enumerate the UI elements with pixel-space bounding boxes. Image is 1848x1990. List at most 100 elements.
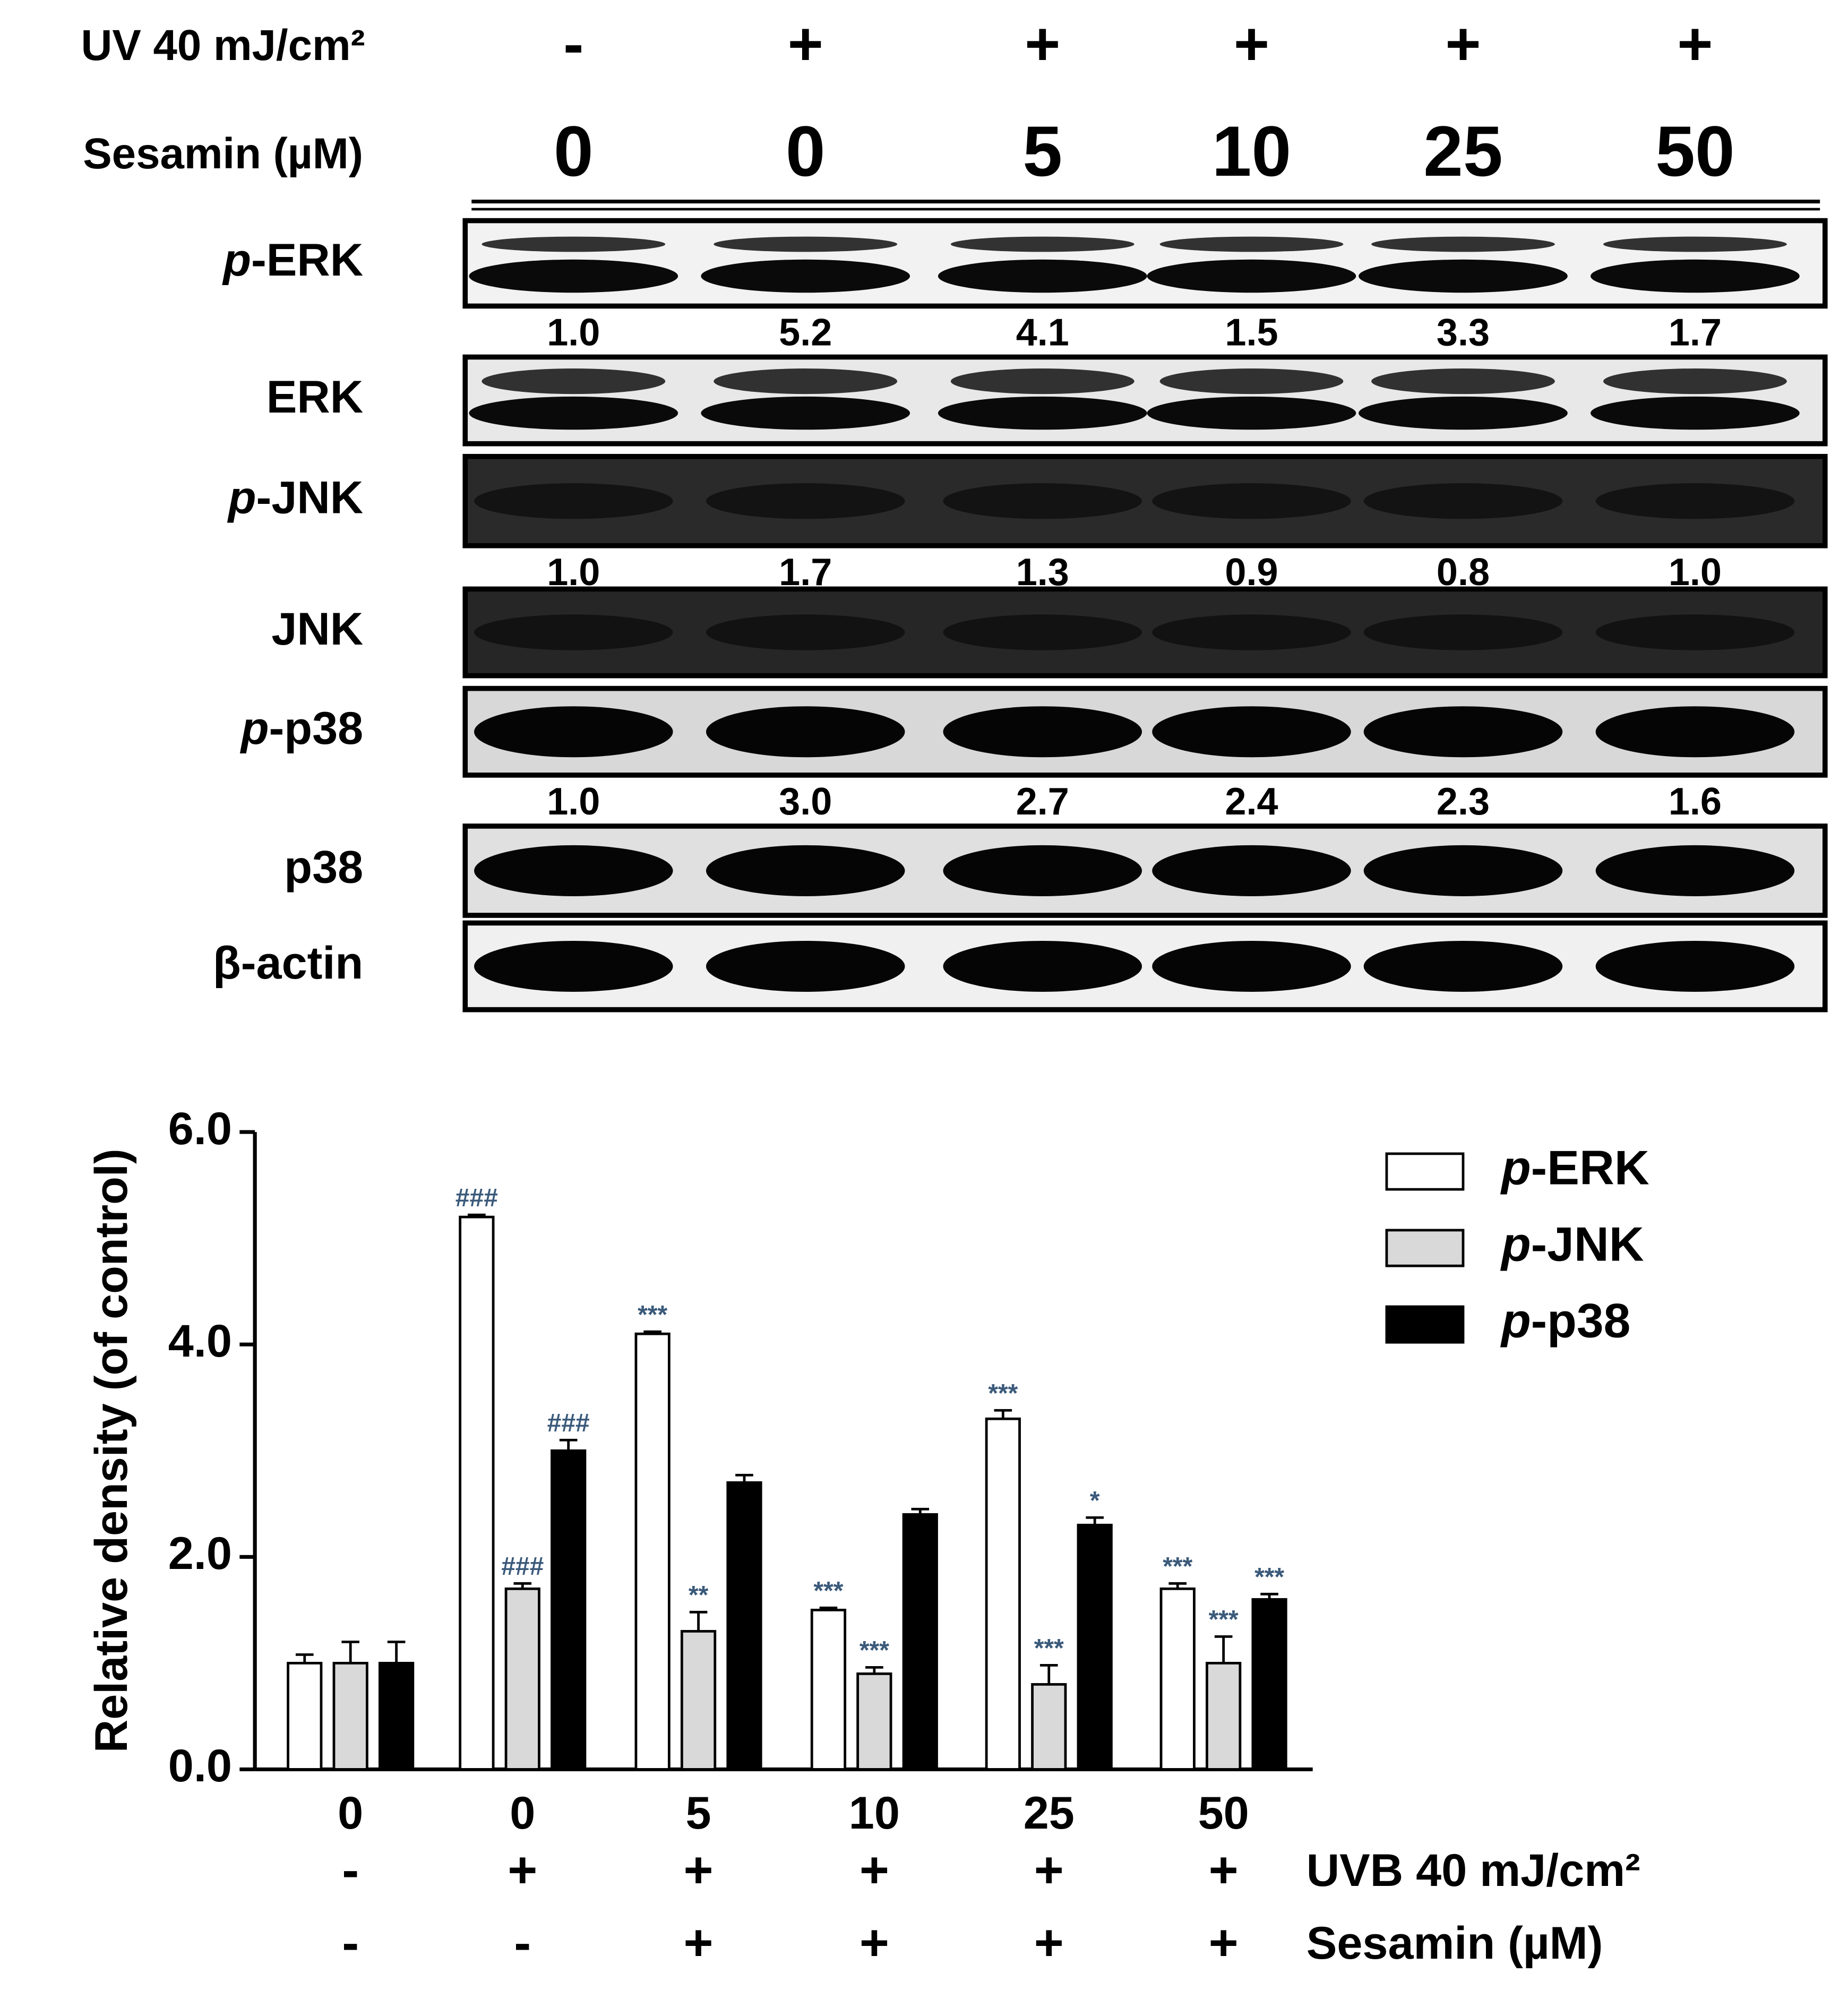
blot-label: p-ERK xyxy=(222,235,363,286)
significance-label: *** xyxy=(1034,1634,1064,1662)
x-row-value: + xyxy=(1209,1914,1239,1971)
density-value: 1.0 xyxy=(547,780,600,823)
significance-label: *** xyxy=(1209,1606,1239,1634)
band xyxy=(1371,368,1555,394)
band xyxy=(1363,706,1563,758)
band xyxy=(1152,614,1351,650)
band xyxy=(1152,845,1351,896)
significance-label: *** xyxy=(859,1636,889,1665)
band xyxy=(943,845,1142,896)
legend-swatch xyxy=(1385,1152,1465,1191)
bar xyxy=(1077,1523,1113,1771)
significance-label: ** xyxy=(689,1581,709,1609)
condition-value: + xyxy=(1445,10,1481,78)
legend-label: p-p38 xyxy=(1500,1294,1630,1348)
x-tick-label: 0 xyxy=(510,1788,535,1839)
band xyxy=(1152,940,1351,992)
bar xyxy=(1206,1661,1242,1771)
x-tick-label: 50 xyxy=(1198,1788,1249,1839)
significance-label: *** xyxy=(988,1379,1018,1408)
condition-value: + xyxy=(1025,10,1060,78)
bar xyxy=(810,1608,847,1771)
bar xyxy=(1159,1587,1196,1771)
band xyxy=(950,368,1134,394)
blot-label: p38 xyxy=(284,842,363,893)
y-tick-label: 2.0 xyxy=(168,1528,232,1579)
band xyxy=(1363,845,1563,896)
legend-swatch xyxy=(1385,1229,1465,1267)
legend-swatch xyxy=(1385,1305,1465,1344)
y-tick-label: 0.0 xyxy=(168,1740,232,1791)
band xyxy=(1603,368,1787,394)
band xyxy=(474,706,673,758)
density-value: 1.0 xyxy=(547,312,600,354)
band xyxy=(1159,368,1344,394)
condition-value: 0 xyxy=(554,111,594,191)
bar xyxy=(902,1513,938,1771)
condition-value: 0 xyxy=(786,111,826,191)
x-row-label: UVB 40 mJ/cm² xyxy=(1307,1845,1640,1896)
condition-label: UV 40 mJ/cm² xyxy=(81,21,365,70)
blot-label: β-actin xyxy=(213,938,363,989)
significance-label: *** xyxy=(638,1301,667,1329)
x-row-value: + xyxy=(508,1842,537,1899)
band xyxy=(706,483,905,519)
density-value: 1.6 xyxy=(1669,780,1722,823)
significance-label: *** xyxy=(1254,1563,1284,1591)
band xyxy=(1595,483,1795,519)
band xyxy=(1595,614,1795,650)
band xyxy=(706,614,905,650)
band xyxy=(1595,706,1795,758)
bar xyxy=(287,1661,323,1771)
density-value: 5.2 xyxy=(779,312,832,354)
band xyxy=(706,845,905,896)
condition-value: + xyxy=(788,10,823,78)
band xyxy=(482,236,666,252)
band xyxy=(706,706,905,758)
band xyxy=(1591,396,1800,430)
significance-label: *** xyxy=(1163,1552,1192,1581)
significance-label: ### xyxy=(547,1409,590,1437)
band xyxy=(1591,259,1800,293)
blot-box xyxy=(462,218,1828,309)
blot-label: JNK xyxy=(271,604,363,655)
band xyxy=(1363,614,1563,650)
density-value: 4.1 xyxy=(1016,312,1069,354)
bar xyxy=(1251,1598,1287,1771)
significance-label: ### xyxy=(501,1552,544,1581)
blot-label: p-JNK xyxy=(227,473,363,524)
band xyxy=(474,614,673,650)
density-value: 2.3 xyxy=(1437,780,1490,823)
bar xyxy=(551,1449,587,1771)
condition-value: 50 xyxy=(1655,111,1735,191)
band xyxy=(701,259,910,293)
x-row-value: + xyxy=(1034,1914,1064,1971)
bar xyxy=(985,1417,1021,1771)
density-value: 3.0 xyxy=(779,780,832,823)
y-axis-label: Relative density (of control) xyxy=(86,1148,137,1753)
density-value: 1.5 xyxy=(1225,312,1278,354)
band xyxy=(1147,259,1356,293)
band xyxy=(474,483,673,519)
condition-value: + xyxy=(1677,10,1713,78)
x-row-value: + xyxy=(1034,1842,1064,1899)
condition-value: + xyxy=(1234,10,1269,78)
significance-label: ### xyxy=(455,1184,498,1212)
blot-label: ERK xyxy=(267,372,363,423)
x-row-value: - xyxy=(514,1914,531,1971)
band xyxy=(943,706,1142,758)
density-value: 3.3 xyxy=(1437,312,1490,354)
band xyxy=(1603,236,1787,252)
legend-label: p-ERK xyxy=(1500,1141,1649,1195)
band xyxy=(1159,236,1344,252)
bar xyxy=(680,1629,717,1771)
density-value: 2.4 xyxy=(1225,780,1278,823)
band xyxy=(1595,845,1795,896)
band xyxy=(1359,396,1568,430)
x-tick-label: 0 xyxy=(338,1788,363,1839)
band xyxy=(1147,396,1356,430)
band xyxy=(1371,236,1555,252)
bar xyxy=(459,1215,495,1771)
x-row-value: + xyxy=(684,1842,714,1899)
condition-value: 5 xyxy=(1022,111,1062,191)
